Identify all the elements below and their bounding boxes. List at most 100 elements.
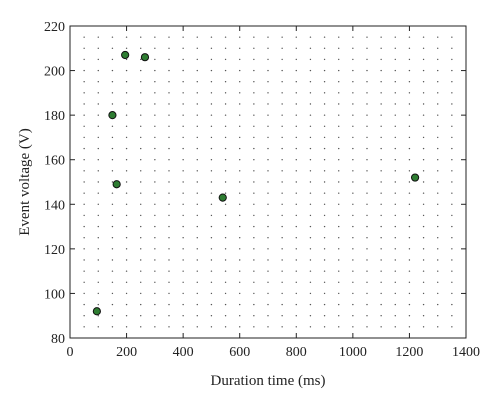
grid-dot [267, 125, 269, 127]
grid-dot [323, 214, 326, 217]
grid-dot [111, 125, 114, 127]
grid-dot [437, 181, 439, 183]
grid-dot [281, 58, 283, 61]
grid-dot [380, 125, 382, 127]
grid-dot [437, 326, 439, 328]
data-point [410, 173, 420, 182]
grid-dot [97, 237, 99, 239]
grid [83, 36, 453, 328]
grid-dot [422, 92, 425, 94]
grid-dot [394, 103, 396, 105]
grid-dot [352, 103, 354, 105]
grid-dot [281, 47, 283, 49]
grid-dot [154, 81, 156, 83]
grid-dot [111, 281, 114, 283]
grid-dot [196, 147, 198, 150]
grid-dot [83, 292, 85, 295]
grid-dot [394, 47, 396, 49]
grid-dot [309, 81, 312, 83]
grid-dot [210, 270, 213, 272]
grid-dot [380, 92, 382, 94]
grid-dot [366, 292, 368, 295]
grid-dot [366, 136, 368, 139]
grid-dot [253, 69, 255, 72]
grid-dot [140, 125, 142, 127]
grid-dot [97, 36, 99, 38]
grid-dot [323, 114, 326, 116]
grid-dot [338, 147, 340, 150]
grid-dot [267, 58, 269, 61]
grid-dot [281, 103, 283, 105]
grid-dot [140, 103, 142, 105]
grid-dot [408, 203, 411, 205]
grid-dot [196, 292, 198, 295]
grid-dot [253, 159, 255, 161]
x-tick-label: 200 [116, 345, 137, 360]
grid-dot [224, 259, 227, 261]
grid-dot [97, 114, 99, 116]
grid-dot [408, 259, 411, 261]
grid-dot [83, 315, 85, 317]
grid-dot [196, 181, 198, 183]
grid-dot [323, 225, 326, 228]
grid-dot [366, 103, 368, 105]
grid-dot [451, 192, 453, 194]
grid-dot [125, 326, 128, 328]
grid-dot [338, 47, 340, 49]
grid-dot [224, 192, 227, 194]
grid-dot [394, 58, 396, 61]
grid-dot [253, 214, 255, 217]
grid-dot [451, 303, 453, 306]
grid-dot [352, 281, 354, 283]
grid-dot [437, 192, 439, 194]
grid-dot [437, 281, 439, 283]
grid-dot [140, 303, 142, 306]
grid-dot [422, 114, 425, 116]
grid-dot [352, 159, 354, 161]
grid-dot [196, 225, 198, 228]
grid-dot [224, 214, 227, 217]
grid-dot [140, 270, 142, 272]
grid-dot [125, 92, 128, 94]
grid-dot [196, 270, 198, 272]
grid-dot [168, 248, 170, 250]
grid-dot [253, 92, 255, 94]
grid-dot [83, 47, 85, 49]
grid-dot [380, 136, 382, 139]
grid-dot [253, 326, 255, 328]
grid-dot [451, 47, 453, 49]
grid-dot [437, 147, 439, 150]
grid-dot [352, 303, 354, 306]
grid-dot [380, 103, 382, 105]
grid-dot [168, 203, 170, 205]
grid-dot [182, 136, 184, 139]
grid-dot [267, 248, 269, 250]
grid-dot [394, 147, 396, 150]
grid-dot [154, 92, 156, 94]
grid-dot [309, 125, 312, 127]
grid-dot [154, 303, 156, 306]
grid-dot [210, 192, 213, 194]
grid-dot [281, 136, 283, 139]
grid-dot [154, 248, 156, 250]
grid-dot [309, 225, 312, 228]
grid-dot [111, 259, 114, 261]
grid-dot [408, 147, 411, 150]
grid-dot [253, 36, 255, 38]
grid-dot [168, 136, 170, 139]
grid-dot [281, 181, 283, 183]
grid-dot [281, 326, 283, 328]
grid-dot [125, 170, 128, 172]
grid-dot [154, 203, 156, 205]
grid-dot [323, 315, 326, 317]
grid-dot [97, 125, 99, 127]
grid-dot [323, 259, 326, 261]
grid-dot [83, 114, 85, 116]
grid-dot [380, 181, 382, 183]
grid-dot [140, 214, 142, 217]
grid-dot [422, 292, 425, 295]
grid-dot [281, 303, 283, 306]
grid-dot [267, 259, 269, 261]
grid-dot [111, 58, 114, 61]
grid-dot [83, 125, 85, 127]
